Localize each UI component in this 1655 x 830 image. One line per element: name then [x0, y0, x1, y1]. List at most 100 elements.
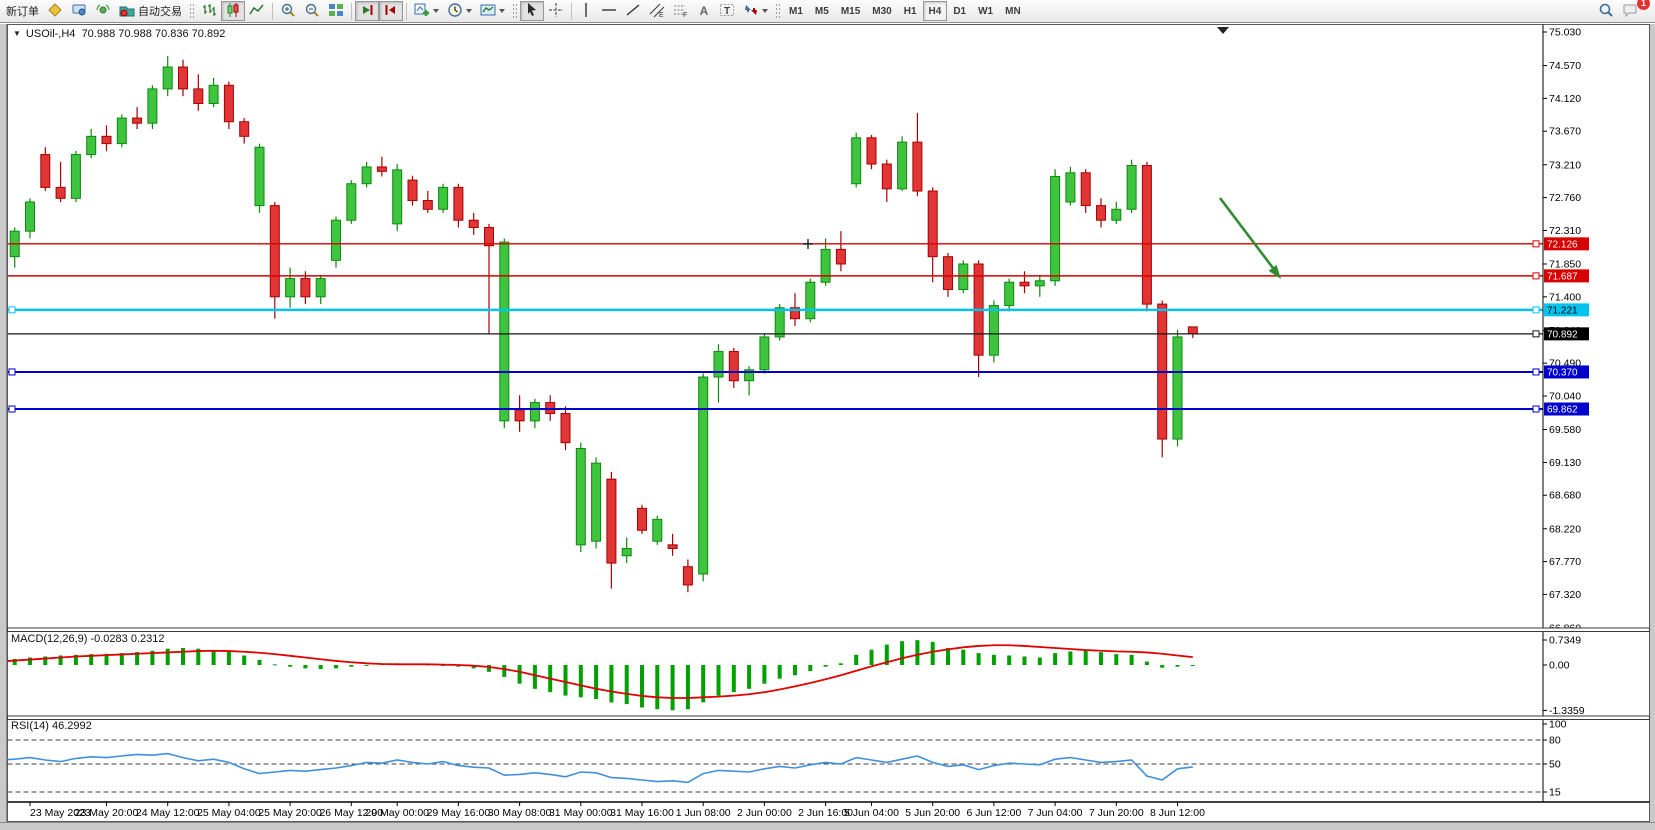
line-handle[interactable]	[1532, 240, 1540, 248]
candle	[285, 278, 296, 298]
timeframe-m30-button[interactable]: M30	[866, 1, 897, 21]
price-axis[interactable]: 75.030 74.570 74.120 73.670 73.210 72.760 72.3…	[1542, 24, 1589, 803]
timeframe-mn-button[interactable]: MN	[999, 1, 1027, 21]
auto-scroll-button[interactable]	[355, 1, 379, 21]
signal-button[interactable]	[91, 1, 115, 21]
macd-histogram-bar	[1022, 656, 1027, 665]
chat-button[interactable]	[1618, 1, 1643, 21]
macd-histogram-bar	[150, 650, 155, 665]
price-line-chip-label: 71.221	[1547, 305, 1578, 316]
zoom-in-button[interactable]	[276, 1, 300, 21]
new-order-button[interactable]: 新订单	[2, 1, 43, 21]
panel-separator[interactable]	[7, 715, 1650, 720]
tile-windows-button[interactable]	[324, 1, 348, 21]
text-button[interactable]: A	[693, 1, 715, 21]
rsi-axis: 100 80 50 15	[1543, 719, 1567, 799]
timeframe-d1-button[interactable]: D1	[947, 1, 972, 21]
macd-tick-label: -1.3359	[1549, 705, 1585, 717]
arrow-annotation[interactable]	[1218, 197, 1278, 273]
chart-shift-button[interactable]	[379, 1, 403, 21]
toolbar-grip	[189, 3, 194, 19]
candle	[912, 141, 923, 192]
trendline-button[interactable]	[621, 1, 645, 21]
cross-marker[interactable]	[803, 239, 813, 249]
macd-histogram-bar	[502, 665, 507, 677]
templates-button[interactable]	[476, 1, 509, 21]
candlestick-chart-button[interactable]	[221, 1, 245, 21]
macd-histogram-bar	[609, 665, 614, 703]
macd-histogram-bar	[1190, 665, 1195, 666]
candle	[346, 183, 357, 221]
timeframe-m5-button[interactable]: M5	[809, 1, 835, 21]
line-handle[interactable]	[1532, 405, 1540, 413]
chat-icon	[1622, 2, 1639, 21]
periods-button[interactable]	[443, 1, 476, 21]
time-tick-label: 6 Jun 12:00	[966, 807, 1021, 819]
macd-histogram-bar	[578, 665, 583, 698]
text-label-button[interactable]: T	[715, 1, 739, 21]
crosshair-button[interactable]	[544, 1, 568, 21]
time-tick-label: 7 Jun 04:00	[1028, 807, 1083, 819]
indicators-button[interactable]	[410, 1, 443, 21]
line-handle[interactable]	[1532, 306, 1540, 314]
line-chart-button[interactable]	[245, 1, 269, 21]
timeframe-h4-button[interactable]: H4	[922, 1, 948, 21]
profile-button[interactable]	[67, 1, 91, 21]
cursor-button[interactable]	[520, 1, 544, 21]
crosshair-icon	[548, 2, 564, 21]
timeframe-m15-button[interactable]: M15	[835, 1, 866, 21]
rsi-indicator-label: RSI(14) 46.2992	[11, 720, 92, 732]
line-handle[interactable]	[1532, 272, 1540, 280]
rsi-tick-label: 100	[1549, 719, 1567, 731]
auto-trading-button[interactable]: 自动交易	[115, 1, 186, 21]
time-tick-label: 30 May 08:00	[488, 807, 552, 819]
macd-histogram-bar	[12, 658, 17, 665]
line-handle[interactable]	[1532, 368, 1540, 376]
tile-windows-icon	[328, 2, 344, 21]
panel-separator[interactable]	[7, 627, 1650, 632]
horizontal-line-button[interactable]	[597, 1, 621, 21]
window-left-edge	[0, 24, 7, 822]
timeframe-h1-button[interactable]: H1	[898, 1, 923, 21]
candle	[361, 166, 372, 185]
macd-histogram-bar	[594, 665, 599, 699]
line-handle[interactable]	[8, 306, 16, 314]
chart-shift-marker[interactable]	[1217, 27, 1229, 34]
line-handle[interactable]	[8, 368, 16, 376]
chat-badge: 1	[1637, 0, 1650, 10]
line-handle[interactable]	[8, 405, 16, 413]
candle	[575, 448, 586, 546]
fibonacci-button[interactable]: F	[669, 1, 693, 21]
macd-histogram-bar	[808, 665, 813, 672]
channel-letter: E	[659, 12, 664, 18]
price-tick-label: 74.120	[1549, 93, 1581, 105]
macd-histogram-bar	[119, 653, 124, 665]
zoom-out-button[interactable]	[300, 1, 324, 21]
collapse-icon[interactable]: ▼	[13, 29, 21, 38]
bar-chart-button[interactable]	[197, 1, 221, 21]
equidistant-channel-button[interactable]: E	[645, 1, 669, 21]
market-watch-button[interactable]	[43, 1, 67, 21]
candle	[193, 88, 204, 104]
time-tick-label: 23 May 20:00	[75, 807, 139, 819]
search-button[interactable]	[1594, 1, 1618, 21]
candlestick-chart-icon	[225, 2, 241, 21]
line-handle[interactable]	[1532, 330, 1540, 338]
time-tick-label: 8 Jun 12:00	[1150, 807, 1205, 819]
candle	[1034, 280, 1045, 287]
time-tick-label: 29 May 16:00	[427, 807, 491, 819]
macd-axis: 0.7349 0.00 -1.3359	[1543, 635, 1585, 717]
candle	[1080, 172, 1091, 207]
candle	[223, 84, 234, 123]
timeframe-m1-button[interactable]: M1	[783, 1, 809, 21]
vertical-line-button[interactable]	[575, 1, 597, 21]
candle	[132, 117, 143, 124]
timeframe-w1-button[interactable]: W1	[972, 1, 999, 21]
macd-panel	[7, 640, 1195, 711]
arrows-tool-button[interactable]	[739, 1, 772, 21]
candle	[943, 256, 953, 291]
macd-tick-label: 0.7349	[1549, 635, 1581, 647]
zoom-out-icon	[304, 2, 320, 21]
